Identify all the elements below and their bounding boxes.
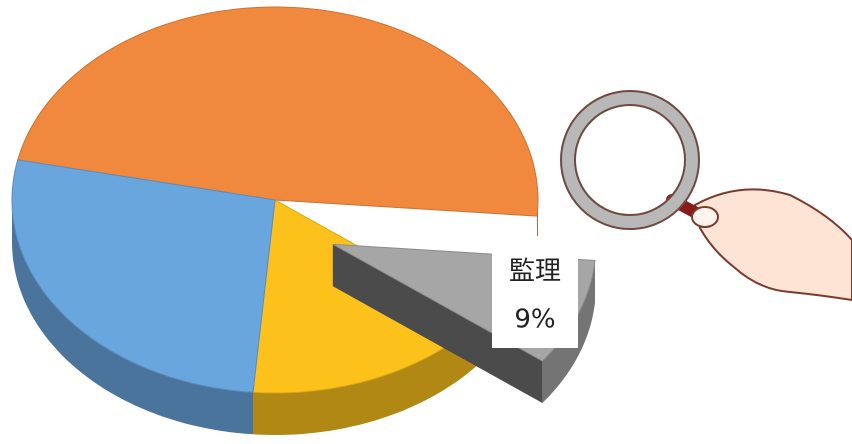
hand — [693, 188, 852, 302]
slice — [17, 6, 539, 217]
thumb — [691, 206, 719, 228]
lens-outer — [560, 90, 700, 230]
category-label: 監理 — [509, 257, 561, 287]
magnifier — [560, 90, 852, 302]
lens-inner — [574, 104, 686, 216]
lens-rim — [561, 91, 699, 229]
label-box — [492, 236, 578, 348]
slice-side — [253, 316, 485, 435]
slice-wall — [332, 244, 543, 403]
slice — [11, 159, 276, 393]
slice-side — [12, 200, 253, 435]
value-label: 9% — [514, 305, 555, 335]
slice-label: 監理 9% — [492, 236, 578, 348]
pie — [11, 6, 596, 435]
